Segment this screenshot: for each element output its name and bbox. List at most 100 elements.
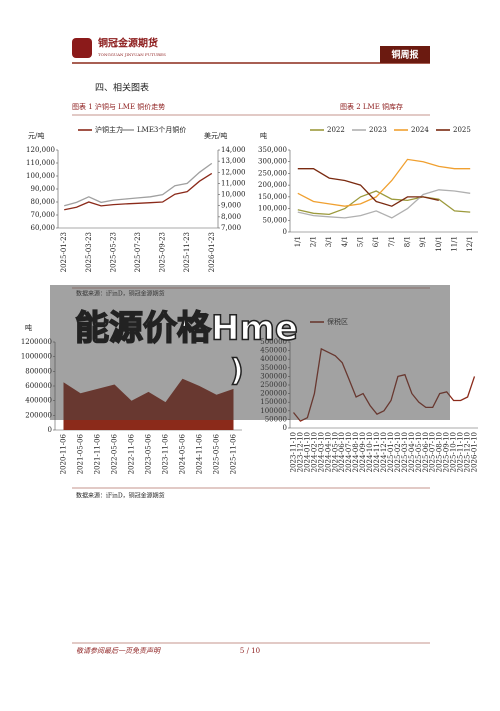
y2-tick-label: 12,000: [221, 168, 246, 176]
y-tick-label: 300,000: [258, 158, 287, 166]
page-number: 5 / 10: [240, 647, 260, 655]
y-tick-label: 120,000: [26, 146, 55, 154]
x-tick-label: 2025-09-23: [159, 232, 167, 272]
overlay-band: [50, 285, 450, 420]
legend-label: 2022: [327, 126, 345, 134]
x-tick-label: 2023-12-10: [296, 432, 304, 472]
legend-label: 2023: [369, 126, 387, 134]
logo-icon: [72, 38, 92, 58]
line: [64, 162, 213, 207]
y2-tick-label: 14,000: [221, 146, 246, 154]
x-tick-label: 3/1: [325, 236, 333, 247]
source: 数据来源：iFinD，铜冠金源期货: [76, 492, 165, 500]
line: [297, 168, 439, 207]
y-tick-label: 1000000: [21, 353, 52, 361]
y2-tick-label: 8,000: [221, 213, 241, 221]
x-tick-label: 12/1: [466, 236, 474, 252]
y-tick-label: 0: [283, 424, 287, 432]
x-tick-label: 8/1: [404, 236, 412, 247]
y-tick-label: 600000: [25, 382, 52, 390]
x-tick-label: 2025-11-23: [183, 232, 191, 272]
x-tick-label: 4/1: [341, 236, 349, 247]
y-tick-label: 350,000: [258, 146, 287, 154]
x-tick-label: 2022-05-06: [111, 433, 119, 474]
y-tick-label: 200,000: [258, 181, 287, 189]
x-tick-label: 9/1: [419, 236, 427, 247]
x-tick-label: 11/1: [451, 236, 459, 252]
x-tick-label: 2024-05-06: [179, 433, 187, 474]
x-tick-label: 2025-01-10: [387, 432, 395, 472]
x-tick-label: 2025-01-23: [60, 232, 68, 272]
x-tick-label: 2026-01-10: [471, 432, 479, 472]
x-tick-label: 2025-12-10: [464, 432, 472, 472]
x-tick-label: 2024-03-10: [317, 432, 325, 472]
x-tick-label: 10/1: [435, 236, 443, 252]
x-tick-label: 2024-01-10: [303, 432, 311, 472]
y2-tick-label: 9,000: [221, 202, 241, 210]
line: [297, 189, 471, 219]
y-tick-label: 0: [283, 228, 287, 236]
y2-tick-label: 13,000: [221, 157, 246, 165]
x-tick-label: 2021-11-06: [94, 433, 102, 474]
x-tick-label: 2020-11-06: [60, 433, 68, 474]
y-tick-label: 100,000: [258, 205, 287, 213]
x-tick-label: 2025-05-06: [213, 433, 221, 474]
x-tick-label: 2024-05-10: [331, 432, 339, 472]
x-tick-label: 2025-09-10: [443, 432, 451, 472]
x-tick-label: 2024-06-10: [338, 432, 346, 472]
y-tick-label: 50,000: [263, 216, 288, 224]
y-tick-label: 60,000: [31, 224, 56, 232]
header-tab: [380, 46, 430, 63]
y2-tick-label: 10,000: [221, 191, 246, 199]
x-tick-label: 2022-11-06: [128, 433, 136, 474]
x-tick-label: 2024-11-10: [373, 432, 381, 472]
legend-label: LME3个月铜价: [137, 125, 186, 134]
y-tick-label: 110,000: [26, 159, 55, 167]
x-tick-label: 2025-05-10: [415, 432, 423, 472]
x-tick-label: 2026-01-23: [208, 232, 216, 272]
x-tick-label: 2021-05-06: [77, 433, 85, 474]
y-tick-label: 1200000: [21, 338, 52, 346]
y2-tick-label: 11,000: [221, 179, 246, 187]
line: [297, 190, 471, 216]
y-tick-label: 250,000: [258, 169, 287, 177]
legend-label: 2025: [453, 126, 471, 134]
x-tick-label: 2024-12-10: [380, 432, 388, 472]
y-tick-label: 100,000: [26, 172, 55, 180]
line: [64, 172, 213, 211]
x-tick-label: 2025-03-10: [401, 432, 409, 472]
line: [297, 158, 471, 207]
x-tick-label: 2025-06-10: [422, 432, 430, 472]
section-title: 四、相关图表: [95, 82, 149, 94]
overlay-text: ): [230, 354, 244, 389]
x-tick-label: 1/1: [294, 236, 302, 247]
x-tick-label: 2024-02-10: [310, 432, 318, 472]
x-tick-label: 2023-05-06: [145, 433, 153, 474]
disclaimer: 敬请参阅最后一页免责声明: [76, 647, 161, 655]
y-axis-label: 元/吨: [28, 131, 44, 140]
x-tick-label: 2025-11-10: [457, 432, 465, 472]
legend-label: 2024: [411, 126, 429, 134]
x-tick-label: 2/1: [310, 236, 318, 247]
y-axis-label: 吨: [260, 131, 267, 140]
x-tick-label: 2024-04-10: [324, 432, 332, 472]
x-tick-label: 6/1: [372, 236, 380, 247]
y2-tick-label: 7,000: [221, 224, 241, 232]
x-tick-label: 2024-09-10: [359, 432, 367, 472]
overlay-text: 能源价格Hme: [75, 309, 298, 349]
x-tick-label: 2023-11-10: [289, 432, 297, 472]
y-axis-label: 吨: [25, 323, 32, 332]
x-tick-label: 2025-07-23: [134, 232, 142, 272]
x-tick-label: 2024-11-06: [196, 433, 204, 474]
x-tick-label: 2025-08-10: [436, 432, 444, 472]
x-tick-label: 2024-07-10: [345, 432, 353, 472]
y-tick-label: 800000: [25, 367, 52, 375]
y-tick-label: 80,000: [31, 198, 56, 206]
y2-axis-label: 美元/吨: [204, 131, 227, 140]
y-tick-label: 90,000: [31, 185, 56, 193]
x-tick-label: 2025-07-10: [429, 432, 437, 472]
logo-en: TONGGUAN JINYUAN FUTURES: [98, 52, 166, 57]
x-tick-label: 2025-05-23: [109, 232, 117, 272]
y-tick-label: 200000: [25, 411, 52, 419]
